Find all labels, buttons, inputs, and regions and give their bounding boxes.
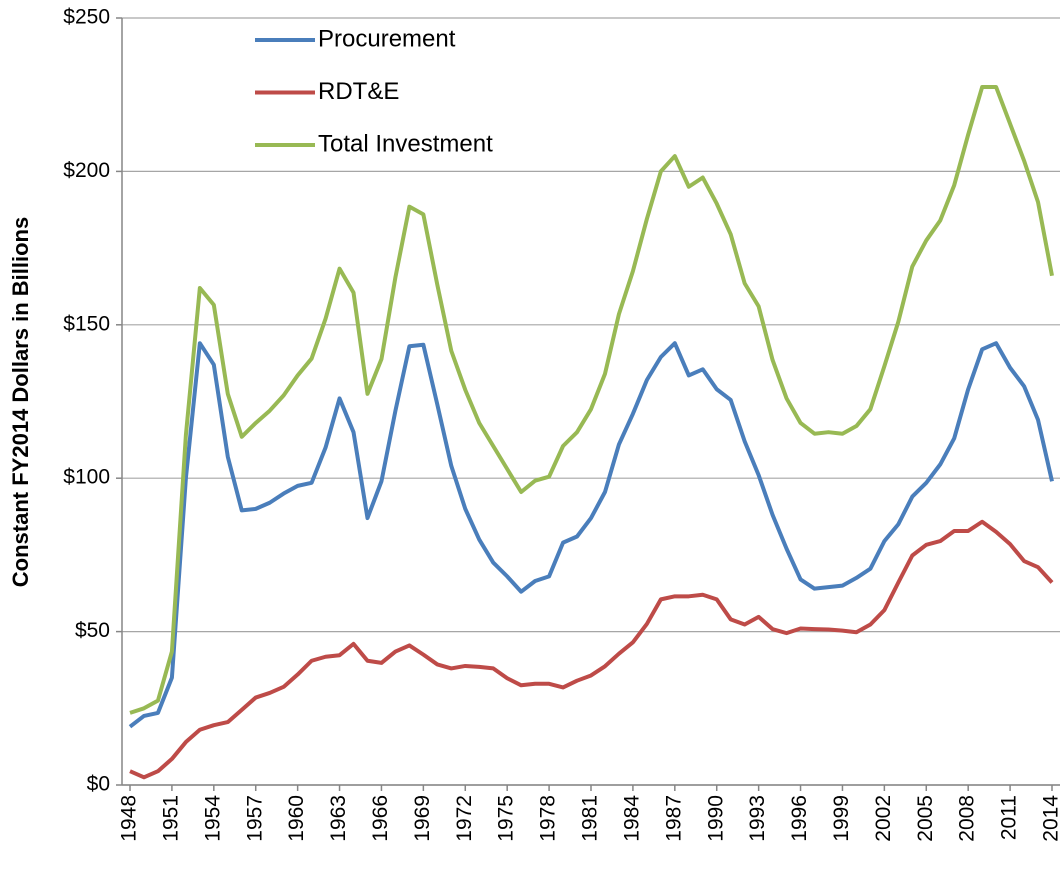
y-tick-label: $0 [87,773,110,796]
x-tick-label: 1960 [285,795,308,842]
x-tick-label: 1972 [453,795,476,842]
x-tick-label: 1987 [662,795,685,842]
x-tick-label: 1981 [579,795,602,842]
x-tick-label: 1990 [704,795,727,842]
x-tick-label: 1966 [369,795,392,842]
y-tick-label: $50 [75,619,110,642]
x-tick-label: 1954 [201,795,224,842]
x-tick-label: 1978 [537,795,560,842]
y-tick-label: $250 [63,6,110,29]
y-tick-label: $150 [63,312,110,335]
x-tick-label: 1969 [411,795,434,842]
y-axis-label: Constant FY2014 Dollars in Billions [8,217,33,587]
series-line [129,85,1054,715]
x-tick-label: 1957 [243,795,266,842]
x-tick-label: 2011 [998,795,1021,840]
legend-label: Procurement [318,25,456,52]
x-tick-label: 1996 [788,795,811,842]
series-line [128,341,1054,729]
x-tick-label: 1951 [159,795,182,842]
x-tick-label: 2008 [956,795,979,842]
legend-label: Total Investment [318,130,493,157]
series-line [129,519,1054,780]
x-tick-label: 2002 [872,795,895,842]
legend-label: RDT&E [318,78,399,105]
x-tick-label: 1993 [746,795,769,842]
x-tick-label: 2005 [914,795,937,842]
x-tick-label: 1999 [830,795,853,842]
x-tick-label: 1963 [327,795,350,842]
y-tick-label: $100 [63,466,110,489]
x-tick-label: 1984 [620,795,643,842]
x-tick-label: 2014 [1040,795,1062,842]
y-tick-label: $200 [63,159,110,182]
x-tick-label: 1948 [118,795,141,842]
x-tick-label: 1975 [495,795,518,842]
